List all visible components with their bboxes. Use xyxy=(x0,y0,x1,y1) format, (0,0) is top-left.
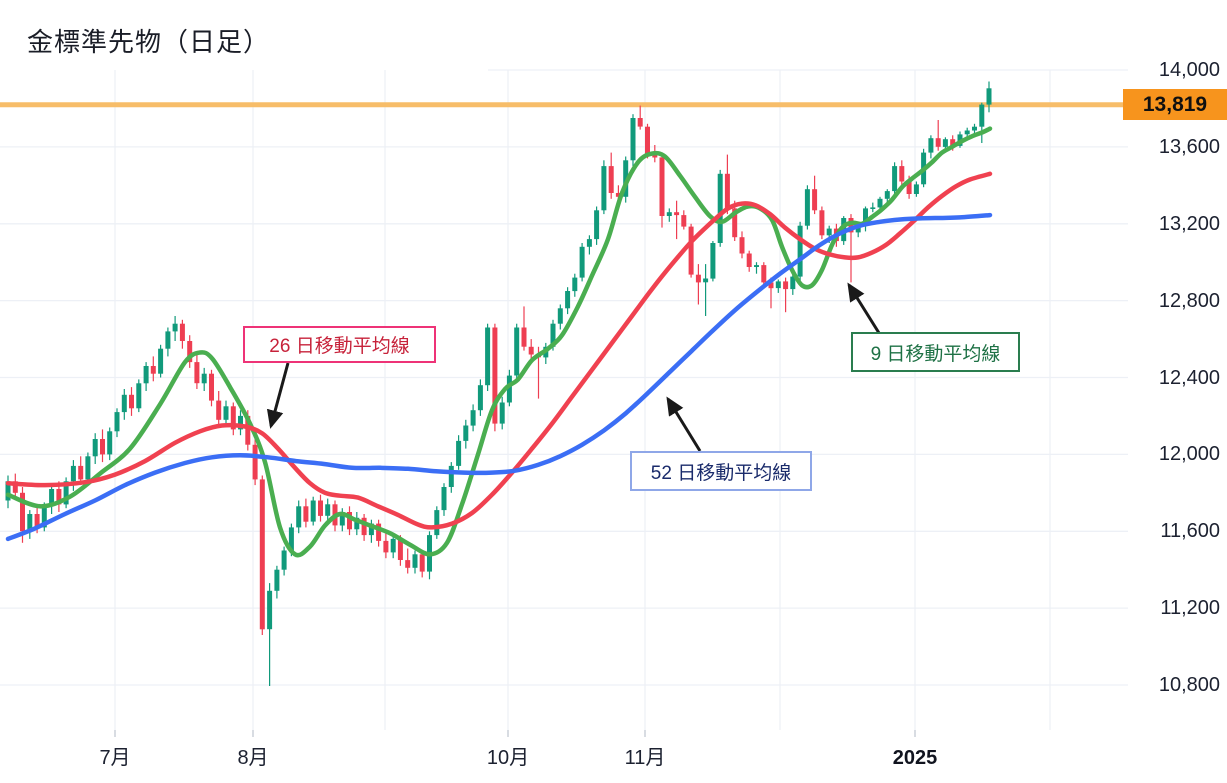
candles xyxy=(5,81,992,686)
x-axis-label: 11月 xyxy=(624,747,666,769)
y-axis-label: 14,000 xyxy=(1158,59,1220,81)
y-axis-label: 12,800 xyxy=(1158,289,1220,312)
annotation-ma52: 52 日移動平均線 xyxy=(630,451,812,491)
y-axis-label: 11,200 xyxy=(1160,597,1220,620)
y-axis-label: 13,200 xyxy=(1158,212,1220,235)
x-axis-label: 8月 xyxy=(237,747,269,769)
x-axis-label: 7月 xyxy=(99,747,131,769)
y-axis-label: 10,800 xyxy=(1158,674,1220,696)
annotation-ma26: 26 日移動平均線 xyxy=(243,326,436,363)
y-axis-label: 11,600 xyxy=(1160,520,1220,543)
annotation-ma9: 9 日移動平均線 xyxy=(851,332,1020,372)
current-price-badge: 13,819 xyxy=(1123,89,1227,121)
y-axis-label: 13,600 xyxy=(1158,135,1220,158)
y-axis-label: 12,400 xyxy=(1158,366,1220,389)
chart-title: 金標準先物（日足） xyxy=(27,27,271,57)
x-axis-label: 10月 xyxy=(486,747,530,769)
x-axis-label: 2025 xyxy=(892,747,938,769)
y-axis-label: 12,000 xyxy=(1158,443,1220,466)
